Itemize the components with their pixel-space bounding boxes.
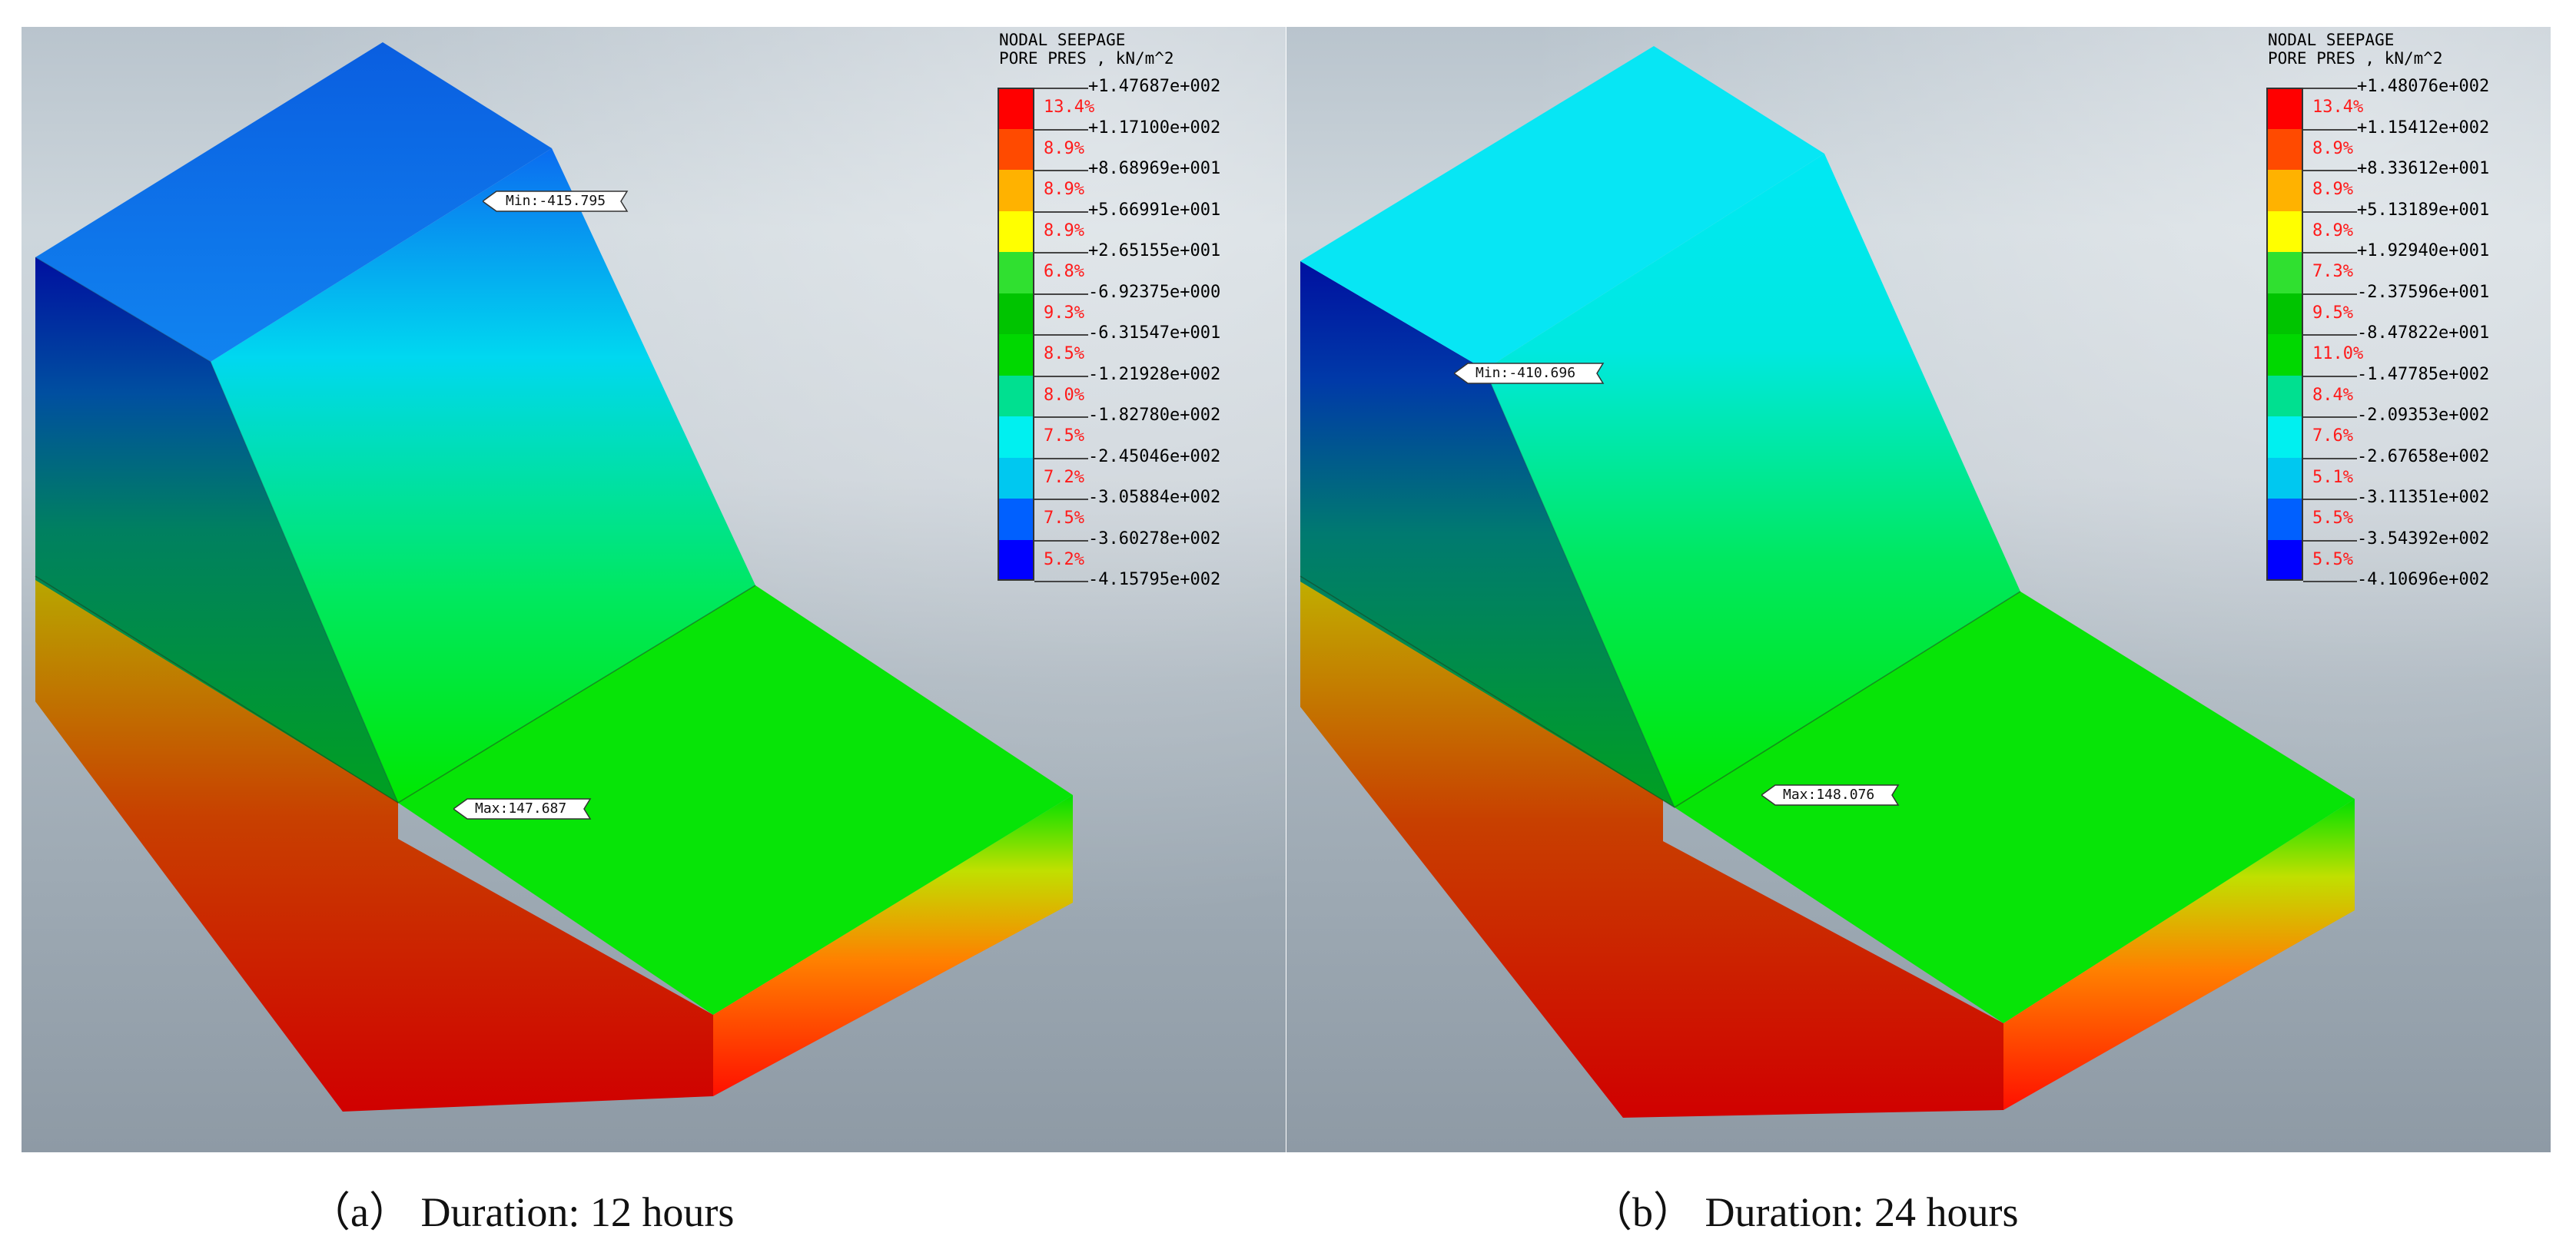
front-face (1300, 576, 2003, 1118)
legend-tick-label: -3.60278e+002 (1088, 529, 1221, 548)
legend-band (2266, 170, 2303, 211)
color-legend: NODAL SEEPAGE PORE PRES , kN/m^2 +1.4807… (2266, 31, 2551, 607)
legend-percent: 8.9% (1044, 138, 1084, 158)
legend-percent: 9.5% (2312, 303, 2353, 323)
legend-percent: 7.2% (1044, 467, 1084, 487)
legend-tick-label: +8.33612e+001 (2357, 159, 2490, 178)
legend-tick-label: -2.09353e+002 (2357, 406, 2490, 425)
max-marker-label: Max:147.687 (475, 800, 567, 817)
legend-percent: 8.9% (1044, 180, 1084, 199)
legend-unit: PORE PRES , kN/m^2 (999, 49, 1174, 68)
legend-tick-label: -6.92375e+000 (1088, 282, 1221, 302)
legend-percent: 8.0% (1044, 385, 1084, 405)
legend-percent: 11.0% (2312, 344, 2364, 363)
legend-percent: 5.2% (1044, 549, 1084, 569)
right-side-face (713, 795, 1073, 1096)
legend-percent: 9.3% (1044, 303, 1084, 323)
legend-tick-label: +1.48076e+002 (2357, 77, 2490, 96)
legend-percent: 5.1% (2312, 467, 2353, 487)
legend-band (998, 375, 1034, 416)
slope-face (1485, 154, 2020, 807)
legend-tick-label: -8.47822e+001 (2357, 323, 2490, 343)
legend-percent: 5.5% (2312, 549, 2353, 569)
legend-tick-label: -2.45046e+002 (1088, 446, 1221, 466)
legend-percent: 8.9% (2312, 220, 2353, 240)
legend-tick-label: -3.11351e+002 (2357, 488, 2490, 507)
legend-percent: 8.4% (2312, 385, 2353, 405)
legend-tick-label: +1.47687e+002 (1088, 77, 1221, 96)
legend-title: NODAL SEEPAGE (2268, 31, 2395, 49)
legend-unit: PORE PRES , kN/m^2 (2268, 49, 2443, 68)
crest-top-face (35, 42, 552, 362)
legend-tick-label: +5.66991e+001 (1088, 200, 1221, 220)
legend-percent: 7.6% (2312, 426, 2353, 446)
legend-tick-label: -4.15795e+002 (1088, 570, 1221, 589)
legend-tick-label: +8.68969e+001 (1088, 159, 1221, 178)
caption-a: （a） Duration: 12 hours (309, 1189, 735, 1235)
legend-frame (2266, 88, 2303, 581)
max-marker-label: Max:148.076 (1783, 787, 1875, 803)
legend-percent: 13.4% (1044, 98, 1095, 117)
legend-percent: 7.3% (2312, 262, 2353, 281)
crest-top-face (1300, 46, 1824, 370)
contour-panel-b: NODAL SEEPAGE PORE PRES , kN/m^2 +1.4807… (1286, 27, 2551, 1152)
slope-face (211, 148, 755, 803)
legend-tick-label: -1.82780e+002 (1088, 406, 1221, 425)
bottom-left-face (1300, 576, 1632, 1118)
legend-percent: 8.5% (1044, 344, 1084, 363)
legend-percent: 7.5% (1044, 509, 1084, 528)
bottom-left-face (35, 576, 360, 1112)
slope-model-b (1300, 46, 2355, 1118)
toe-top-face (1675, 592, 2355, 1023)
legend-frame (998, 88, 1034, 581)
legend-tick-label: +5.13189e+001 (2357, 200, 2490, 220)
right-side-face (2003, 799, 2355, 1110)
front-face (35, 576, 713, 1112)
max-marker: Max:148.076 (1761, 784, 1900, 807)
legend-tick-label: -3.54392e+002 (2357, 529, 2490, 548)
legend-percent: 13.4% (2312, 98, 2364, 117)
legend-tick-label: -1.21928e+002 (1088, 364, 1221, 384)
legend-tick-label: -6.31547e+001 (1088, 323, 1221, 343)
min-marker-label: Min:-410.696 (1476, 365, 1576, 381)
legend-percent: 8.9% (1044, 220, 1084, 240)
color-legend: NODAL SEEPAGE PORE PRES , kN/m^2 +1.4768… (998, 31, 1286, 607)
legend-tick-label: -1.47785e+002 (2357, 364, 2490, 384)
max-marker: Max:147.687 (453, 797, 592, 820)
legend-tick-label: +1.92940e+001 (2357, 241, 2490, 260)
legend-percent: 8.9% (2312, 180, 2353, 199)
contour-panel-a: NODAL SEEPAGE PORE PRES , kN/m^2 +1.4768… (22, 27, 1286, 1152)
legend-percent: 6.8% (1044, 262, 1084, 281)
legend-tick-label: +1.15412e+002 (2357, 118, 2490, 138)
caption-b: （b） Duration: 24 hours (1591, 1189, 2019, 1235)
toe-top-face (398, 585, 1073, 1015)
legend-percent: 7.5% (1044, 426, 1084, 446)
legend-tick-label: -4.10696e+002 (2357, 570, 2490, 589)
legend-tick-label: +1.17100e+002 (1088, 118, 1221, 138)
left-face (35, 257, 398, 803)
min-marker-label: Min:-415.795 (506, 193, 606, 209)
min-marker: Min:-410.696 (1454, 362, 1605, 385)
legend-tick-label: -2.37596e+001 (2357, 282, 2490, 302)
min-marker: Min:-415.795 (483, 190, 629, 213)
legend-title: NODAL SEEPAGE (999, 31, 1126, 49)
slope-model-a (35, 42, 1073, 1112)
legend-tick-label: -2.67658e+002 (2357, 446, 2490, 466)
legend-tick-label: +2.65155e+001 (1088, 241, 1221, 260)
left-face (1300, 261, 1675, 807)
legend-percent: 8.9% (2312, 138, 2353, 158)
legend-tick-label: -3.05884e+002 (1088, 488, 1221, 507)
legend-percent: 5.5% (2312, 509, 2353, 528)
